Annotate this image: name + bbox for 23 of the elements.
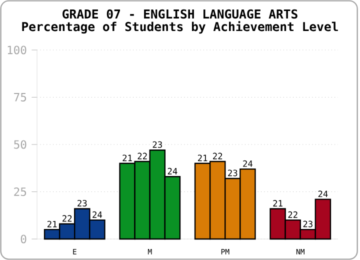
text: 21 [273, 200, 282, 206]
text: 21 [47, 220, 57, 228]
text: 22 [138, 152, 147, 160]
text: 23 [78, 200, 87, 206]
text: 24 [243, 160, 252, 167]
series-label: 22 [62, 215, 72, 222]
text: 23 [228, 170, 238, 176]
y-tick-label: 25 [14, 187, 26, 196]
text: 24 [168, 168, 178, 174]
series-label: 23 [152, 141, 162, 148]
y-tick-label: 100 [8, 46, 26, 54]
series-label: 24 [318, 190, 328, 198]
y-tick-label: 0 [20, 234, 26, 244]
text: 22 [288, 211, 298, 218]
text: 24 [92, 211, 102, 218]
chart-title: GRADE 07 - ENGLISH LANGUAGE ARTS [62, 9, 298, 19]
text: 21 [198, 154, 208, 162]
y-tick-label: 75 [14, 93, 26, 102]
text: 23 [303, 220, 312, 228]
series-label: 21 [122, 154, 132, 162]
chart-subtitle: Percentage of Students by Achievement Level [22, 21, 338, 34]
text: 22 [213, 152, 222, 160]
y-tick-label: 50 [14, 140, 26, 149]
